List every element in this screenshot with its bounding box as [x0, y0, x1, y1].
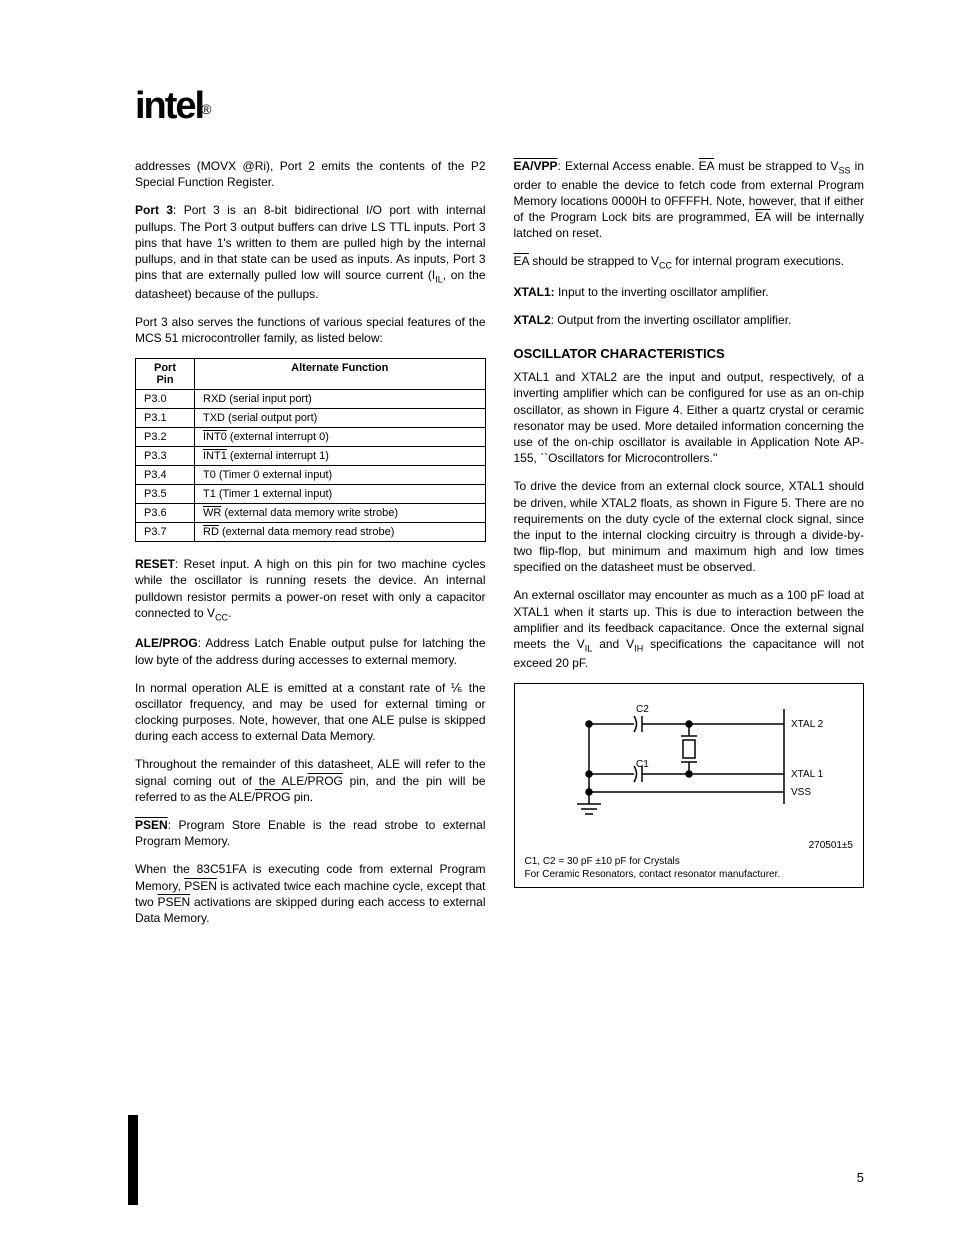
- cell: TXD (serial output port): [195, 409, 486, 428]
- table-row: P3.3INT1 (external interrupt 1): [136, 447, 486, 466]
- port3-body: : Port 3 is an 8-bit bidirectional I/O p…: [135, 203, 486, 282]
- table-row: P3.1TXD (serial output port): [136, 409, 486, 428]
- th-port-pin: Port Pin: [136, 359, 195, 390]
- print-mark: [128, 1115, 138, 1205]
- page-number: 5: [857, 1170, 864, 1185]
- ea-lead: EA/VPP: [514, 159, 558, 173]
- para-reset: RESET: Reset input. A high on this pin f…: [135, 556, 486, 623]
- ea-b: must be strapped to V: [714, 159, 839, 173]
- cell: T0 (Timer 0 external input): [195, 466, 486, 485]
- cell: P3.4: [136, 466, 195, 485]
- label-xtal2: XTAL 2: [791, 719, 824, 730]
- para-ea: EA/VPP: External Access enable. EA must …: [514, 158, 865, 241]
- cell: P3.7: [136, 523, 195, 542]
- ea-a: : External Access enable.: [558, 159, 699, 173]
- ea-ov1: EA: [699, 159, 714, 173]
- label-vss: VSS: [791, 787, 811, 798]
- oscillator-schematic: C2 C1 XTAL 2 XTAL 1 VSS: [539, 694, 839, 834]
- reset-body: : Reset input. A high on this pin for tw…: [135, 557, 486, 620]
- table-row: P3.0RXD (serial input port): [136, 390, 486, 409]
- table-row: P3.5T1 (Timer 1 external input): [136, 485, 486, 504]
- psen-lead: PSEN: [135, 818, 168, 832]
- cell: P3.0: [136, 390, 195, 409]
- ea-strap-ov: EA: [514, 254, 529, 268]
- xtal2-body: : Output from the inverting oscillator a…: [551, 313, 792, 327]
- cell: P3.2: [136, 428, 195, 447]
- port3-lead: Port 3: [135, 203, 173, 217]
- para-port3: Port 3: Port 3 is an 8-bit bidirectional…: [135, 202, 486, 301]
- ale-rate-frac: ⅙: [450, 681, 463, 695]
- para-movx: addresses (MOVX @Ri), Port 2 emits the c…: [135, 158, 486, 190]
- ale-ref-c: pin.: [290, 790, 313, 804]
- para-ale-rate: In normal operation ALE is emitted at a …: [135, 680, 486, 745]
- label-c1: C1: [636, 759, 649, 770]
- para-psen-exec: When the 83C51FA is executing code from …: [135, 861, 486, 926]
- figure-oscillator: C2 C1 XTAL 2 XTAL 1 VSS 270501±5 C1, C2 …: [514, 683, 865, 888]
- para-ale-ref: Throughout the remainder of this datashe…: [135, 756, 486, 805]
- cell: RD (external data memory read strobe): [195, 523, 486, 542]
- osc3-sub2: IH: [634, 643, 643, 653]
- psen-exec-ov1: PSEN: [184, 879, 217, 893]
- para-port3-also: Port 3 also serves the functions of vari…: [135, 314, 486, 346]
- para-osc1: XTAL1 and XTAL2 are the input and output…: [514, 369, 865, 466]
- two-column-layout: addresses (MOVX @Ri), Port 2 emits the c…: [135, 158, 864, 938]
- pin-alternate-table: Port Pin Alternate Function P3.0RXD (ser…: [135, 358, 486, 542]
- figure-caption2: For Ceramic Resonators, contact resonato…: [525, 868, 854, 881]
- right-column: EA/VPP: External Access enable. EA must …: [514, 158, 865, 938]
- intel-logo: intel®: [135, 85, 864, 128]
- logo-text: intel: [135, 85, 203, 127]
- cell: P3.3: [136, 447, 195, 466]
- reset-tail: .: [228, 606, 231, 620]
- para-xtal1: XTAL1: Input to the inverting oscillator…: [514, 284, 865, 300]
- osc3-b: and V: [592, 637, 634, 651]
- para-ea-strap: EA should be strapped to VCC for interna…: [514, 253, 865, 272]
- th-alt-func: Alternate Function: [195, 359, 486, 390]
- psen-exec-ov2: PSEN: [158, 895, 191, 909]
- ea-strap-sub: CC: [659, 261, 672, 271]
- cell: P3.6: [136, 504, 195, 523]
- para-osc2: To drive the device from an external clo…: [514, 478, 865, 575]
- ale-ref-ov2: PROG: [255, 790, 290, 804]
- ea-strap-a: should be strapped to V: [529, 254, 659, 268]
- cell: T1 (Timer 1 external input): [195, 485, 486, 504]
- cell: INT1 (external interrupt 1): [195, 447, 486, 466]
- figure-id: 270501±5: [525, 840, 854, 851]
- ale-lead: ALE/PROG: [135, 636, 198, 650]
- cell: P3.1: [136, 409, 195, 428]
- para-osc3: An external oscillator may encounter as …: [514, 587, 865, 670]
- table-row: P3.2INT0 (external interrupt 0): [136, 428, 486, 447]
- cell: WR (external data memory write strobe): [195, 504, 486, 523]
- ea-sub1: SS: [839, 165, 851, 175]
- xtal1-lead: XTAL1:: [514, 285, 555, 299]
- para-xtal2: XTAL2: Output from the inverting oscilla…: [514, 312, 865, 328]
- para-psen: PSEN: Program Store Enable is the read s…: [135, 817, 486, 849]
- figure-caption1: C1, C2 = 30 pF ±10 pF for Crystals: [525, 855, 854, 868]
- cell: INT0 (external interrupt 0): [195, 428, 486, 447]
- cell: P3.5: [136, 485, 195, 504]
- ea-ov2: EA: [755, 210, 770, 224]
- ea-strap-b: for internal program executions.: [672, 254, 844, 268]
- ale-ref-ov1: PROG: [308, 774, 343, 788]
- reset-sub: CC: [215, 612, 228, 622]
- xtal1-body: Input to the inverting oscillator amplif…: [555, 285, 769, 299]
- table-row: P3.4T0 (Timer 0 external input): [136, 466, 486, 485]
- page: intel® addresses (MOVX @Ri), Port 2 emit…: [0, 0, 954, 1235]
- logo-registered: ®: [201, 101, 209, 117]
- label-xtal1: XTAL 1: [791, 769, 824, 780]
- table-row: P3.6WR (external data memory write strob…: [136, 504, 486, 523]
- ale-rate-a: In normal operation ALE is emitted at a …: [135, 681, 450, 695]
- port3-sub: IL: [435, 275, 443, 285]
- table-row: P3.7RD (external data memory read strobe…: [136, 523, 486, 542]
- para-ale: ALE/PROG: Address Latch Enable output pu…: [135, 635, 486, 667]
- psen-body: : Program Store Enable is the read strob…: [135, 818, 486, 848]
- cell: RXD (serial input port): [195, 390, 486, 409]
- reset-lead: RESET: [135, 557, 175, 571]
- label-c2: C2: [636, 704, 649, 715]
- osc-heading: OSCILLATOR CHARACTERISTICS: [514, 346, 865, 361]
- xtal2-lead: XTAL2: [514, 313, 551, 327]
- left-column: addresses (MOVX @Ri), Port 2 emits the c…: [135, 158, 486, 938]
